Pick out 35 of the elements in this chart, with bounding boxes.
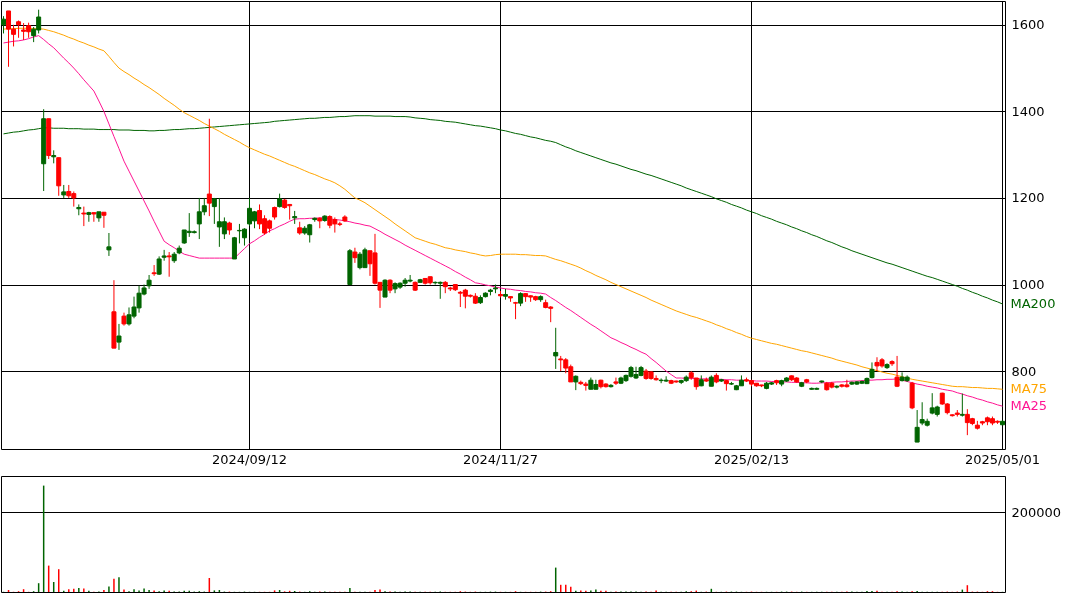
- x-tick-label: 2024/11/27: [463, 451, 538, 467]
- candlestick: [257, 203, 263, 230]
- series-label: MA200: [1010, 296, 1056, 311]
- candlestick: [116, 323, 122, 351]
- candlestick: [156, 255, 162, 276]
- y-tick-label: 1000: [1011, 277, 1045, 293]
- y-tick-label: 1200: [1011, 190, 1045, 206]
- candlestick: [553, 327, 559, 370]
- y-tick-label: 200000: [1011, 504, 1062, 520]
- candlestick: [959, 393, 965, 418]
- x-tick-label: 2025/02/13: [714, 451, 789, 467]
- candlestick: [151, 264, 157, 277]
- candlestick: [221, 216, 227, 240]
- candlestick: [106, 232, 112, 257]
- candlestick: [81, 206, 87, 227]
- candlestick: [914, 409, 920, 443]
- candlestick: [352, 247, 358, 264]
- candlestick: [91, 212, 97, 223]
- y-tick-label: 1600: [1011, 17, 1045, 33]
- line-series: [3, 115, 1003, 305]
- candlestick: [211, 197, 217, 225]
- candlestick: [101, 211, 107, 229]
- series-label: MA25: [1010, 398, 1048, 414]
- candlestick: [206, 118, 212, 217]
- y-tick-label: 1400: [1011, 103, 1045, 119]
- x-tick-label: 2024/09/12: [212, 451, 287, 467]
- candlestick: [166, 251, 172, 278]
- candlestick: [86, 211, 92, 223]
- series-label: MA75: [1010, 381, 1048, 397]
- candlestick: [613, 377, 619, 386]
- candlestick: [437, 280, 443, 300]
- x-tick-label: 2025/05/01: [965, 451, 1040, 467]
- candlestick: [608, 383, 614, 389]
- y-tick-label: 800: [1011, 363, 1037, 379]
- candlestick: [6, 10, 12, 68]
